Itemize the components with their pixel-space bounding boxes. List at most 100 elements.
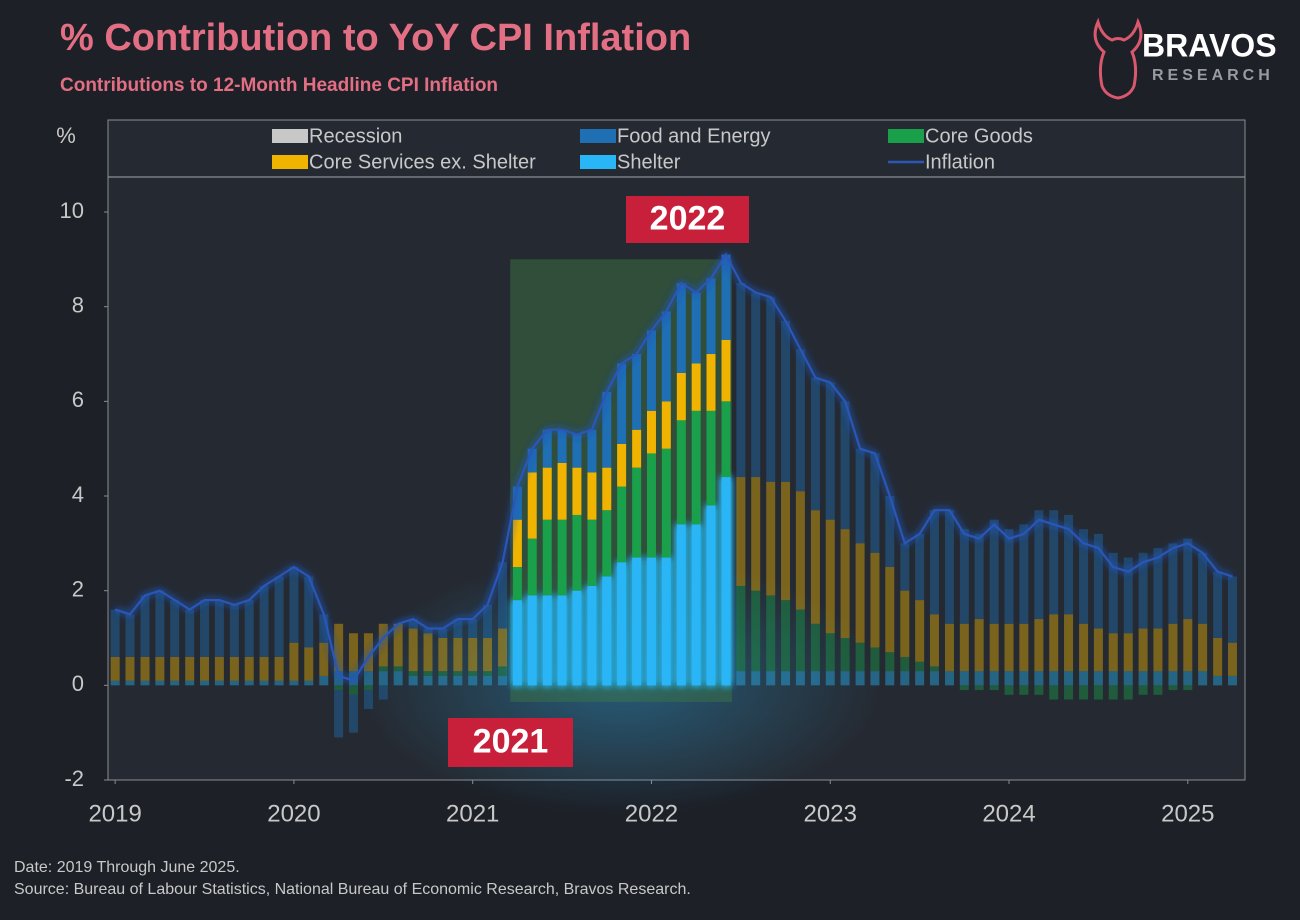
bar-segment (453, 638, 463, 672)
bar-segment (378, 685, 388, 700)
bar-segment (125, 680, 135, 686)
bar-segment (542, 467, 552, 520)
bar-segment (1034, 510, 1044, 620)
bar-segment (304, 647, 314, 681)
bar-segment (1049, 614, 1059, 672)
bar-segment (929, 614, 939, 667)
bar-segment (795, 349, 805, 492)
bar-segment (423, 671, 433, 676)
bar-segment (870, 552, 880, 648)
bar-segment (989, 685, 999, 691)
bar-segment (1138, 671, 1148, 686)
bar-segment (512, 600, 522, 686)
bar-segment (915, 533, 925, 601)
bar-segment (810, 623, 820, 672)
inflation-line (114, 252, 1233, 682)
bar-segment (676, 524, 686, 686)
bar-segment (1019, 671, 1029, 686)
bar-segment (200, 600, 210, 657)
bar-segment (900, 543, 910, 591)
bar-segment (587, 429, 597, 473)
bar-segment (1079, 529, 1089, 624)
bar-segment (125, 614, 135, 657)
bar-segment (944, 671, 954, 686)
bar-segment (483, 671, 493, 676)
x-tick-label: 2021 (446, 800, 499, 827)
bar-segment (542, 429, 552, 468)
bar-segment (527, 448, 537, 473)
bar-segment (825, 382, 835, 520)
bar-segment (498, 675, 508, 686)
bar-segment (542, 595, 552, 686)
bar-segment (185, 609, 195, 657)
bar-segment (646, 557, 656, 686)
x-tick-label: 2019 (88, 800, 141, 827)
bar-segment (855, 671, 865, 686)
bar-segment (944, 623, 954, 672)
bar-segment (378, 623, 388, 667)
bar-segment (915, 671, 925, 686)
bar-segment (155, 590, 165, 657)
bar-segment (885, 652, 895, 672)
bar-segment (185, 680, 195, 686)
bar-segment (229, 604, 239, 657)
bar-segment (1064, 514, 1074, 615)
bar-segment (1153, 685, 1163, 695)
bar-segment (751, 292, 761, 478)
bar-segment (676, 283, 686, 373)
bar-segment (617, 363, 627, 444)
bar-segment (929, 671, 939, 686)
bar-segment (1123, 685, 1133, 700)
bar-segment (334, 671, 344, 686)
bar-segment (363, 671, 373, 686)
bar-segment (781, 671, 791, 686)
legend-swatch (580, 155, 616, 169)
bar-segment (289, 567, 299, 643)
y-tick-label: 6 (72, 387, 84, 412)
bar-segment (1138, 628, 1148, 672)
bar-segment (855, 448, 865, 544)
bar-segment (1168, 671, 1178, 686)
bar-segment (1138, 552, 1148, 629)
bar-segment (1108, 685, 1118, 700)
bar-segment (1183, 685, 1193, 691)
bar-segment (602, 576, 612, 686)
bar-segment (855, 543, 865, 643)
bar-segment (542, 519, 552, 596)
bar-segment (334, 690, 344, 738)
bar-segment (691, 363, 701, 411)
bar-segment (1049, 671, 1059, 686)
bar-segment (1004, 685, 1014, 695)
bar-segment (1019, 685, 1029, 695)
legend-swatch (888, 129, 924, 143)
bar-segment (423, 628, 433, 634)
bar-segment (363, 633, 373, 672)
bar-segment (825, 519, 835, 634)
bar-segment (348, 685, 358, 695)
annotation-box (626, 196, 749, 243)
bar-segment (989, 519, 999, 624)
bar-segment (766, 671, 776, 686)
y-axis-label: % (56, 123, 76, 148)
bar-segment (512, 486, 522, 520)
bar-segment (1168, 685, 1178, 691)
bar-segment (1064, 685, 1074, 700)
bar-segment (319, 614, 329, 643)
bar-segment (1213, 638, 1223, 676)
bar-segment (423, 675, 433, 686)
bar-segment (483, 638, 493, 672)
bar-segment (751, 477, 761, 591)
logo-icon (1093, 17, 1143, 100)
bar-segment (870, 647, 880, 672)
legend-swatch (272, 155, 308, 169)
legend-label: Core Goods (925, 125, 1033, 147)
bar-segment (259, 680, 269, 686)
bar-segment (1227, 675, 1237, 686)
bar-segment (915, 600, 925, 662)
y-tick-label: 10 (60, 198, 84, 223)
bar-segment (1093, 671, 1103, 686)
legend-label: Recession (309, 125, 402, 147)
bar-segment (691, 292, 701, 364)
bar-segment (1123, 671, 1133, 686)
bar-segment (1183, 538, 1193, 620)
